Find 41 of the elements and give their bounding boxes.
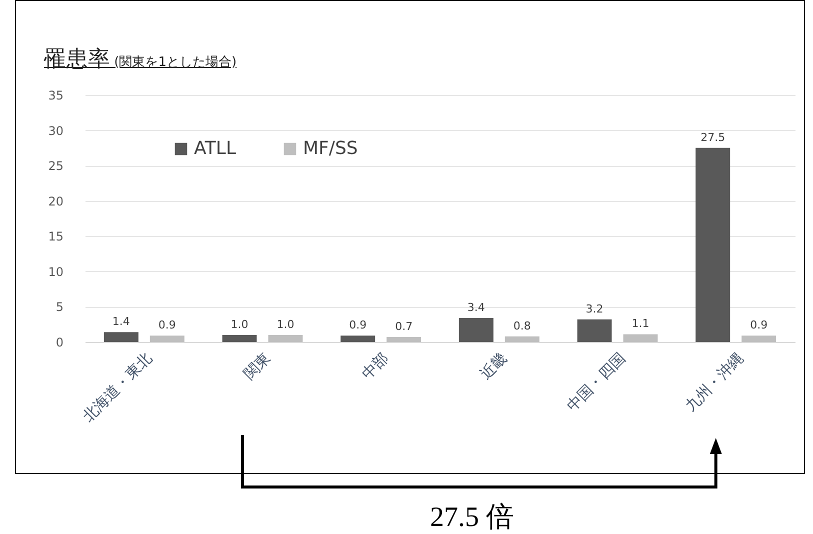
data-label: 3.4 <box>467 301 485 314</box>
data-label: 27.5 <box>700 130 726 144</box>
data-label: 1.0 <box>230 318 248 331</box>
x-tick-label: 九州・沖縄 <box>681 349 748 415</box>
legend-label: ATLL <box>194 138 236 159</box>
y-tick-label: 35 <box>48 88 64 102</box>
data-label: 0.8 <box>513 319 531 332</box>
bar <box>696 148 730 342</box>
text: 27.5 倍 <box>430 501 514 534</box>
y-tick-label: 20 <box>48 194 64 208</box>
bar <box>340 336 376 342</box>
x-tick-label: 関東 <box>240 349 274 384</box>
bar <box>150 336 184 342</box>
x-tick-label: 中部 <box>358 349 392 384</box>
y-tick-label: 30 <box>48 124 64 138</box>
data-label: 1.4 <box>112 315 130 328</box>
bar <box>577 319 612 342</box>
bar <box>268 334 303 342</box>
x-tick-label: 中国・四国 <box>563 349 629 415</box>
data-label: 0.7 <box>395 320 413 334</box>
x-tick-label: 近畿 <box>476 349 510 384</box>
data-label: 1.1 <box>632 317 650 330</box>
y-tick-label: 10 <box>48 264 64 279</box>
bar <box>742 336 776 342</box>
data-label: 0.9 <box>158 318 176 332</box>
bar <box>623 334 658 342</box>
legend-label: MF/SS <box>303 138 358 159</box>
data-label: 0.9 <box>349 318 367 332</box>
bar <box>458 318 494 342</box>
bar <box>104 332 138 342</box>
y-tick-label: 15 <box>48 230 64 244</box>
x-tick-label: 北海道・東北 <box>79 349 156 426</box>
data-label: 0.9 <box>750 318 768 332</box>
y-tick-label: 5 <box>56 300 64 314</box>
data-label: 3.2 <box>586 302 604 316</box>
bar <box>386 337 422 342</box>
y-tick-label: 0 <box>56 336 64 350</box>
bar <box>504 336 540 342</box>
y-tick-label: 25 <box>48 159 64 174</box>
data-label: 1.0 <box>276 318 294 331</box>
bar <box>222 334 257 342</box>
